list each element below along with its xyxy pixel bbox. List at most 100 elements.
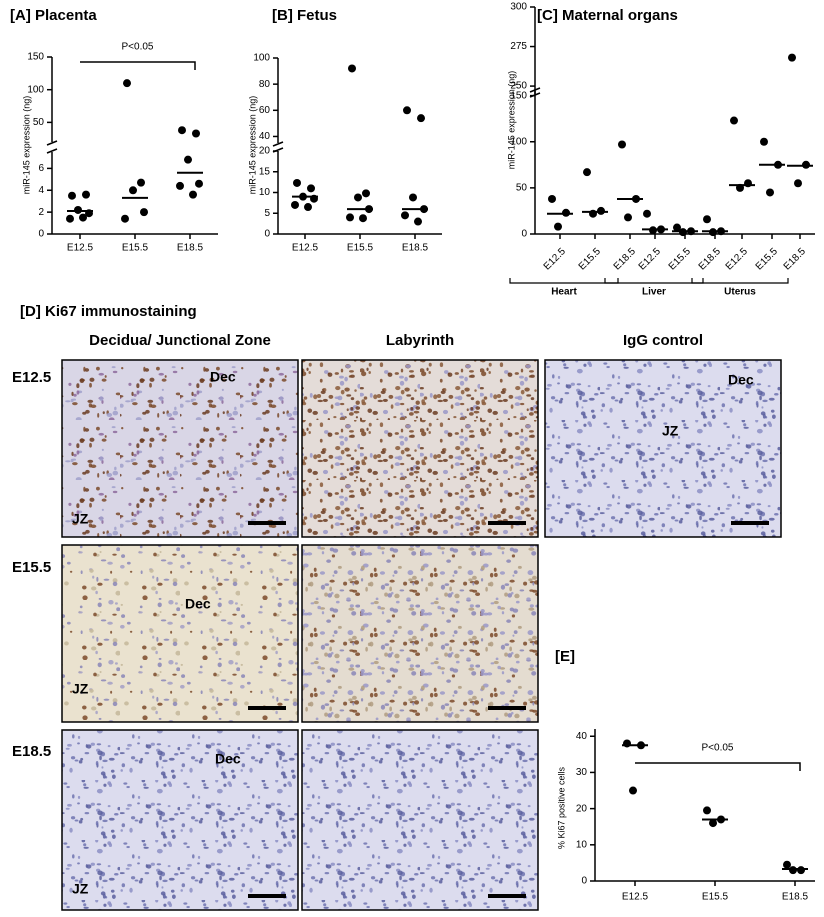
micrograph: [544, 359, 782, 538]
y-tick-label: 250: [510, 81, 527, 92]
data-point: [362, 189, 370, 198]
y-axis-label: miR-145 expression (ng): [21, 96, 31, 195]
data-point: [687, 227, 695, 236]
data-point: [548, 194, 556, 203]
data-point: [66, 214, 74, 223]
data-point: [624, 213, 632, 222]
significance-bracket: [80, 61, 196, 70]
data-point: [589, 209, 597, 218]
region-label: Dec: [728, 372, 754, 388]
data-point: [176, 181, 184, 190]
data-point: [79, 213, 87, 222]
y-tick-label: 100: [27, 84, 44, 95]
data-point: [797, 866, 805, 875]
row-label: E18.5: [12, 743, 51, 760]
y-tick-label: 50: [33, 117, 45, 128]
x-tick-label: E12.5: [622, 892, 649, 903]
data-point: [293, 178, 301, 187]
micrograph: [301, 729, 539, 911]
group-label: Liver: [642, 287, 666, 298]
data-point: [85, 209, 93, 218]
data-point: [365, 205, 373, 214]
x-tick-label: E12.5: [637, 246, 664, 273]
chart-title: [A] Placenta: [10, 7, 97, 24]
y-tick-label: 0: [521, 229, 527, 240]
row-label: E15.5: [12, 559, 51, 576]
column-header: IgG control: [623, 332, 703, 349]
y-tick-label: 10: [259, 187, 271, 198]
y-tick-label: 80: [259, 79, 271, 90]
region-label: JZ: [72, 681, 89, 697]
x-tick-label: E12.5: [724, 246, 751, 273]
y-tick-label: 0: [264, 229, 270, 240]
column-header: Decidua/ Junctional Zone: [89, 332, 271, 349]
data-point: [189, 190, 197, 199]
data-point: [618, 140, 626, 149]
micrograph: [61, 729, 299, 911]
x-tick-label: E15.5: [577, 246, 604, 273]
x-tick-label: E15.5: [754, 246, 781, 273]
data-point: [346, 213, 354, 222]
y-tick-label: 4: [38, 185, 44, 196]
data-point: [717, 227, 725, 236]
data-point: [788, 53, 796, 62]
y-tick-label: 0: [38, 229, 44, 240]
data-point: [310, 194, 318, 203]
group-bracket: [691, 278, 789, 284]
x-tick-label: E15.5: [702, 892, 729, 903]
scale-bar: [248, 894, 286, 898]
chart-title: [E]: [555, 648, 575, 665]
data-point: [760, 137, 768, 146]
data-point: [123, 79, 131, 88]
data-point: [703, 806, 711, 815]
data-point: [409, 193, 417, 202]
data-point: [629, 786, 637, 795]
y-tick-label: 0: [581, 876, 587, 887]
data-point: [597, 206, 605, 215]
x-tick-label: E12.5: [292, 243, 319, 254]
y-tick-label: 150: [27, 52, 44, 63]
data-point: [304, 203, 312, 212]
axis-break: [529, 87, 541, 93]
y-axis-label: miR-145 expression (ng): [506, 71, 516, 170]
data-point: [709, 228, 717, 237]
data-point: [420, 205, 428, 214]
axis-break: [272, 141, 284, 147]
x-tick-label: E12.5: [542, 246, 569, 273]
micrograph: [61, 359, 299, 538]
y-tick-label: 275: [510, 41, 527, 52]
region-label: JZ: [72, 511, 89, 527]
data-point: [403, 106, 411, 115]
y-tick-label: 2: [38, 207, 44, 218]
data-point: [709, 819, 717, 828]
scale-bar: [488, 894, 526, 898]
x-tick-label: E12.5: [67, 243, 94, 254]
axis-break: [272, 147, 284, 153]
scale-bar: [248, 521, 286, 525]
y-tick-label: 10: [576, 839, 588, 850]
x-tick-label: E18.5: [612, 246, 639, 273]
scale-bar: [488, 521, 526, 525]
x-tick-label: E18.5: [782, 892, 809, 903]
data-point: [137, 178, 145, 187]
data-point: [679, 228, 687, 237]
data-point: [82, 190, 90, 199]
data-point: [643, 209, 651, 218]
x-tick-label: E15.5: [122, 243, 149, 254]
x-tick-label: E15.5: [347, 243, 374, 254]
y-axis-label: % Ki67 positive cells: [556, 766, 566, 849]
region-label: Dec: [215, 751, 241, 767]
data-point: [299, 192, 307, 201]
region-label: Dec: [185, 596, 211, 612]
group-label: Heart: [551, 287, 577, 298]
data-point: [129, 186, 137, 195]
data-point: [121, 214, 129, 223]
region-label: Dec: [210, 369, 236, 385]
y-axis-label: miR-145 expression (ng): [247, 96, 257, 195]
chart-title: [C] Maternal organs: [537, 7, 678, 24]
data-point: [717, 815, 725, 824]
data-point: [766, 188, 774, 197]
y-tick-label: 150: [510, 90, 527, 101]
x-tick-label: E15.5: [667, 246, 694, 273]
